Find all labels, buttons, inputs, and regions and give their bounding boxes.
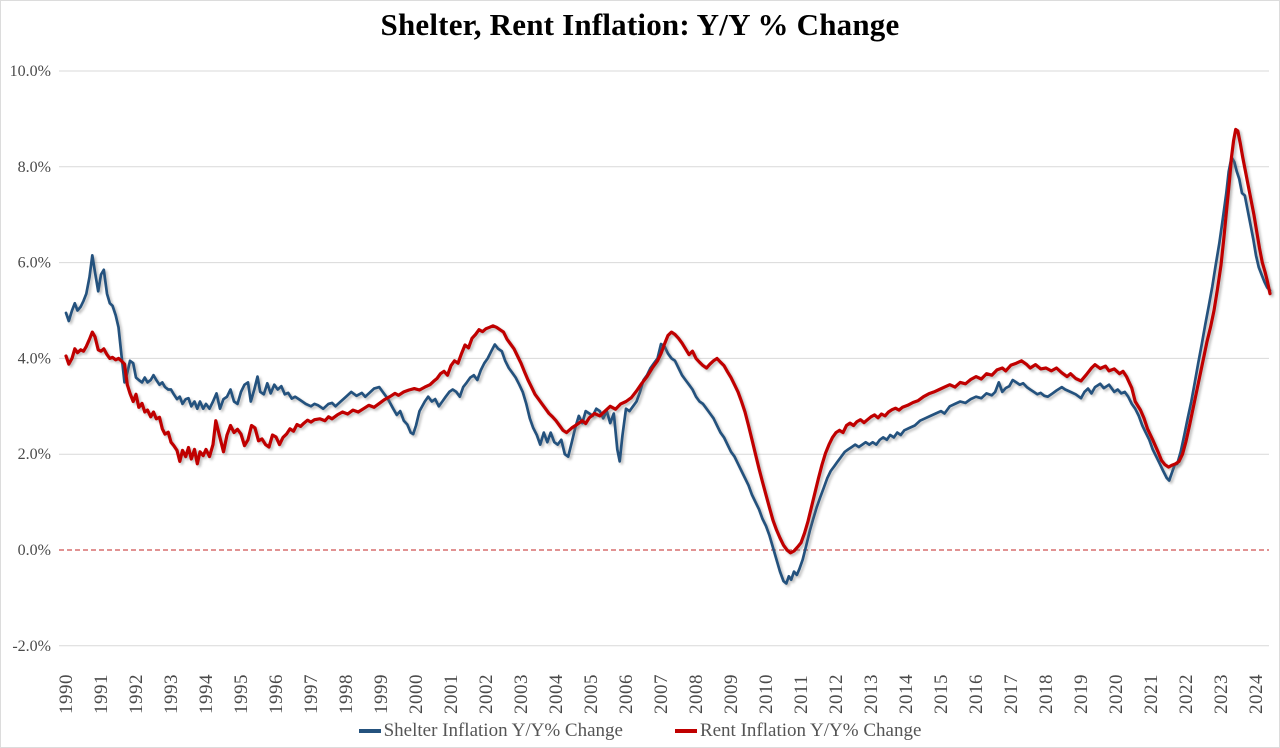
x-axis-label: 2020	[1106, 674, 1127, 714]
x-axis-label: 2013	[861, 674, 882, 714]
x-axis-label: 1998	[336, 674, 357, 714]
x-axis-label: 2021	[1141, 674, 1162, 714]
x-axis-label: 2015	[931, 674, 952, 714]
x-axis-label: 1993	[161, 674, 182, 714]
x-axis-label: 1997	[301, 674, 322, 714]
x-axis-label: 2004	[546, 674, 567, 714]
x-axis-label: 2007	[651, 674, 672, 714]
x-axis-label: 2003	[511, 674, 532, 714]
x-axis-label: 2006	[616, 674, 637, 714]
y-axis-label: 8.0%	[18, 159, 51, 176]
y-axis-label: 6.0%	[18, 255, 51, 272]
x-axis-label: 2019	[1071, 674, 1092, 714]
series-line-rent	[64, 127, 1272, 555]
y-axis-label: 2.0%	[18, 446, 51, 463]
legend-label-rent: Rent Inflation Y/Y% Change	[699, 720, 922, 741]
x-axis-label: 2023	[1211, 674, 1232, 714]
x-axis-label: 2000	[406, 674, 427, 714]
shelter-line-swatch-icon	[358, 729, 381, 733]
legend-item-rent: Rent Inflation Y/Y% Change	[674, 720, 922, 742]
y-axis-label: 4.0%	[18, 350, 51, 367]
x-axis-label: 1995	[231, 674, 252, 714]
x-axis-label: 2012	[826, 674, 847, 714]
x-axis-label: 2009	[721, 674, 742, 714]
y-axis-label: 0.0%	[18, 542, 51, 559]
x-axis-label: 2018	[1036, 674, 1057, 714]
chart-title: Shelter, Rent Inflation: Y/Y % Change	[380, 7, 900, 42]
x-axis-label: 2008	[686, 674, 707, 714]
chart-legend: Shelter Inflation Y/Y% Change Rent Infla…	[1, 720, 1279, 742]
x-axis-label: 2001	[441, 674, 462, 714]
x-axis-label: 1999	[371, 674, 392, 714]
x-axis-label: 1994	[196, 674, 217, 714]
y-axis-label: -2.0%	[12, 638, 51, 655]
x-axis-label: 2011	[791, 675, 812, 714]
x-axis-label: 2010	[756, 674, 777, 714]
x-axis-label: 2005	[581, 674, 602, 714]
x-axis-label: 1992	[126, 674, 147, 714]
x-axis-label: 2002	[476, 674, 497, 714]
legend-label-shelter: Shelter Inflation Y/Y% Change	[383, 720, 623, 741]
x-axis-label: 2024	[1246, 674, 1267, 714]
x-axis-label: 1990	[56, 674, 77, 714]
x-axis-label: 2022	[1176, 674, 1197, 714]
x-axis-label: 2017	[1001, 674, 1022, 714]
x-axis-label: 1991	[91, 674, 112, 714]
rent-line-swatch-icon	[674, 729, 697, 733]
y-axis-label: 10.0%	[10, 63, 51, 80]
x-axis-label: 1996	[266, 674, 287, 714]
x-axis-label: 2016	[966, 674, 987, 714]
legend-item-shelter: Shelter Inflation Y/Y% Change	[358, 720, 623, 742]
x-axis-label: 2014	[896, 674, 917, 714]
